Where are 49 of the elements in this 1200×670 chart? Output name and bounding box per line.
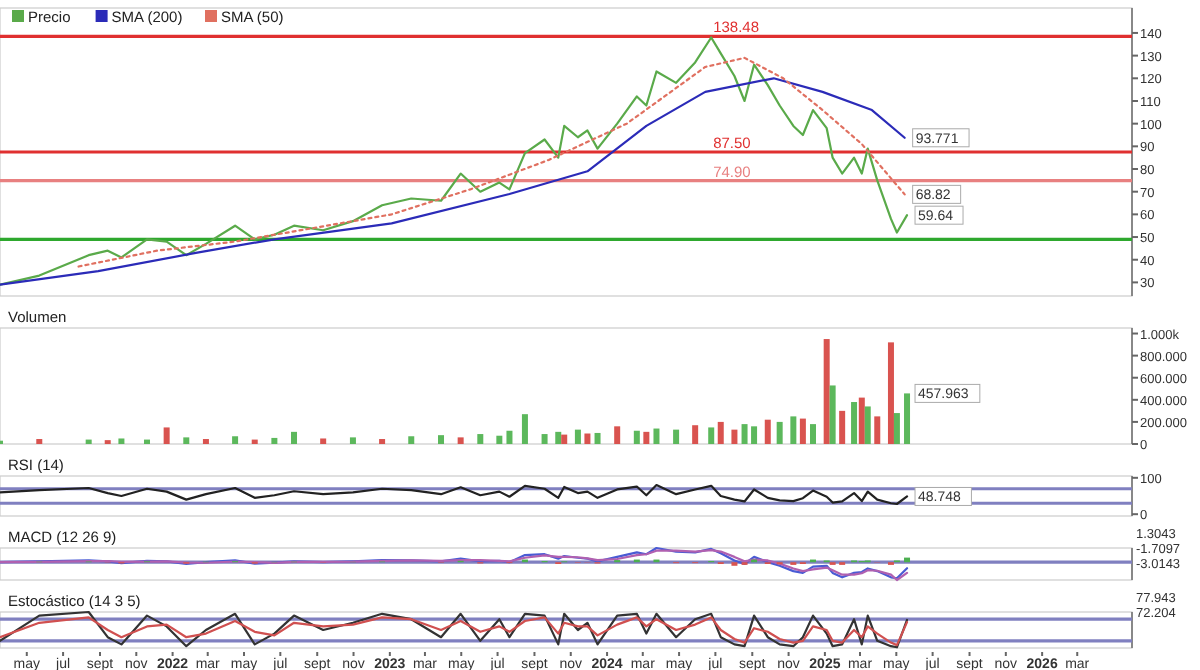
bar: [541, 434, 548, 444]
bar: [858, 397, 865, 444]
bar: [408, 436, 415, 444]
line-series: [0, 36, 909, 286]
bar: [291, 431, 298, 444]
bar: [829, 385, 836, 444]
bar: [692, 425, 699, 444]
bar: [776, 421, 783, 444]
line-series: [77, 56, 906, 268]
bar: [457, 437, 464, 444]
bar: [521, 414, 528, 444]
bar: [614, 426, 621, 444]
bar: [764, 419, 771, 444]
bar: [874, 416, 881, 444]
bar: [708, 427, 715, 444]
bar: [839, 410, 846, 444]
bar: [790, 416, 797, 444]
bar: [633, 430, 640, 444]
bar: [349, 437, 356, 444]
bar: [506, 430, 513, 444]
bar: [653, 428, 660, 444]
line-series: [0, 483, 909, 506]
bar: [893, 413, 900, 444]
bar: [561, 434, 568, 444]
bar: [271, 437, 278, 444]
bar: [163, 427, 170, 444]
bar: [232, 436, 239, 444]
bar: [673, 429, 680, 444]
line-series: [0, 77, 906, 286]
bar: [904, 393, 911, 444]
bar: [799, 418, 806, 444]
bar: [118, 438, 125, 444]
bar: [438, 435, 445, 444]
bar: [496, 435, 503, 444]
bar: [574, 429, 581, 444]
bar: [477, 434, 484, 444]
bar: [643, 431, 650, 444]
bar: [887, 342, 894, 444]
bar: [584, 433, 591, 444]
bar: [555, 431, 562, 444]
bar: [851, 402, 858, 444]
bar: [731, 429, 738, 444]
bar: [809, 424, 816, 444]
bar: [183, 437, 190, 444]
bar: [320, 438, 327, 444]
bar: [864, 406, 871, 444]
bar: [594, 432, 601, 444]
bar: [717, 421, 724, 444]
bar: [823, 339, 830, 444]
